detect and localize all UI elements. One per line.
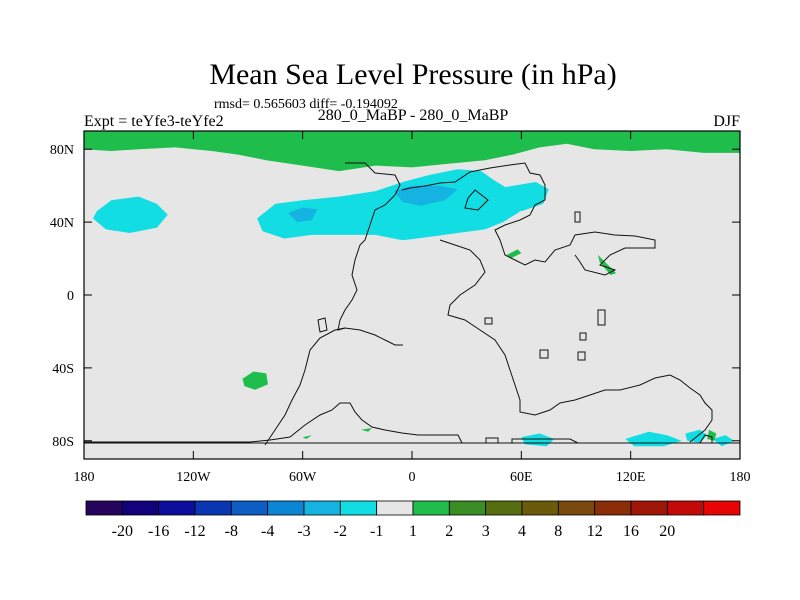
colorbar-label-2: -12 [184,523,205,540]
y-tick-label-1: 40N [50,216,74,231]
colorbar-swatch-2 [158,500,196,516]
colorbar-swatch-16 [666,500,705,516]
colorbar-label-6: -2 [334,523,347,540]
colorbar-label-4: -4 [261,523,274,540]
axes: 180 120W 60W 0 60E 120E 180 80N 40N 0 40S 80S [50,131,751,485]
colorbar-label-0: -20 [112,523,133,540]
region-1-polygon-0 [288,207,318,223]
colorbar-swatch-1 [121,500,160,516]
region-0-polygon-1 [257,169,531,241]
colorbar-swatch-6 [303,500,341,516]
colorbar-label-8: 1 [409,523,417,540]
colorbar-swatch-7 [339,500,378,516]
x-tick-label-0: 180 [74,470,95,485]
coastlines [84,162,740,446]
region-2-polygon-6 [302,435,312,439]
colorbar-swatch-14 [594,500,632,516]
x-tick-label-5: 120E [616,470,646,485]
region-1-polygon-1 [393,185,458,206]
x-tick-label-3: 0 [409,470,416,485]
region-0-polygon-6 [712,435,735,447]
region-2-polygon-0 [84,131,740,172]
colorbar-swatch-3 [194,500,232,516]
colorbar-label-14: 16 [623,523,639,540]
colorbar-swatch-4 [230,500,269,516]
map-plot [83,130,741,460]
x-tick-label-1: 120W [176,470,211,485]
colorbar-swatch-15 [630,500,668,516]
right-label: DJF [713,113,740,130]
colorbar: -20 -16 -12 -8 -4 -3 -2 -1 1 2 3 4 8 12 16 20 [85,500,741,540]
colorbar-swatch-9 [412,500,450,516]
colorbar-swatch-5 [267,500,305,516]
colorbar-swatch-10 [448,500,487,516]
colorbar-swatch-13 [557,500,596,516]
colorbar-label-13: 12 [587,523,603,540]
region-2-polygon-5 [361,428,372,432]
y-tick-label-0: 80N [50,143,74,158]
chart-title: Mean Sea Level Pressure (in hPa) [209,58,616,91]
anomaly-regions [84,131,740,447]
x-tick-label-6: 180 [730,470,751,485]
region-2-polygon-3 [597,254,617,275]
colorbar-label-1: -16 [148,523,169,540]
region-2-polygon-1 [242,371,268,390]
coastline-eurasia [401,162,656,276]
coastline-antarctica [84,402,740,444]
colorbar-swatch-11 [485,500,523,516]
coastline-islands [317,189,606,361]
left-label: Expt = teYfe3-teYfe2 [84,113,224,130]
coastline-south-america [264,327,346,446]
colorbar-label-10: 3 [482,523,490,540]
region-2-polygon-2 [506,249,522,259]
colorbar-label-9: 2 [445,523,453,540]
x-tick-label-4: 60E [510,470,533,485]
y-tick-label-4: 80S [52,435,74,450]
colorbar-swatch-12 [521,500,559,516]
stats-label: rmsd= 0.565603 diff= -0.194092 [214,97,398,112]
colorbar-swatch-8 [376,500,414,516]
x-tick-label-2: 60W [289,470,317,485]
y-tick-label-3: 40S [52,362,74,377]
colorbar-label-7: -1 [370,523,383,540]
y-tick-label-2: 0 [67,289,74,304]
coastline-north-america [337,162,403,346]
region-0-polygon-0 [93,196,168,233]
region-2-polygon-4 [707,429,717,441]
colorbar-label-12: 8 [554,523,562,540]
colorbar-label-3: -8 [225,523,238,540]
colorbar-label-15: 20 [659,523,675,540]
colorbar-swatch-17 [703,500,741,516]
coastline-africa [439,239,713,443]
subtitle: 280_0_MaBP - 280_0_MaBP [318,107,509,124]
colorbar-label-5: -3 [297,523,310,540]
colorbar-label-11: 4 [518,523,526,540]
colorbar-swatch-0 [85,500,123,516]
